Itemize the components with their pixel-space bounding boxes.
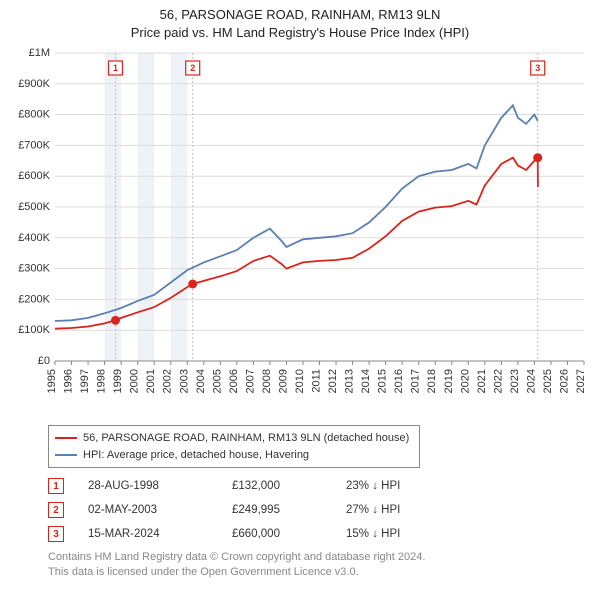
svg-text:1998: 1998 [96,369,108,393]
svg-text:£300K: £300K [18,263,50,275]
event-date-3: 15-MAR-2024 [88,528,208,540]
chart-container: 56, PARSONAGE ROAD, RAINHAM, RM13 9LN Pr… [0,0,600,590]
svg-text:2009: 2009 [277,369,289,393]
event-price-1: £132,000 [232,480,322,492]
svg-text:2023: 2023 [509,369,521,393]
legend-swatch-hpi [55,454,77,456]
svg-text:2027: 2027 [575,369,587,393]
event-marker-3: 3 [48,526,64,542]
svg-text:2024: 2024 [525,369,537,393]
svg-text:2: 2 [190,63,195,73]
svg-text:£100K: £100K [18,324,50,336]
svg-text:1997: 1997 [79,369,91,393]
svg-text:£400K: £400K [18,232,50,244]
legend: 56, PARSONAGE ROAD, RAINHAM, RM13 9LN (d… [48,425,420,468]
svg-text:2017: 2017 [410,369,422,393]
svg-text:2018: 2018 [426,369,438,393]
legend-row-hpi: HPI: Average price, detached house, Have… [55,447,409,464]
event-price-3: £660,000 [232,528,322,540]
svg-text:2019: 2019 [443,369,455,393]
svg-text:2021: 2021 [476,369,488,393]
legend-swatch-property [55,437,77,439]
svg-text:£800K: £800K [18,109,50,121]
svg-text:2012: 2012 [327,369,339,393]
svg-text:2011: 2011 [311,369,323,393]
event-row-1: 1 28-AUG-1998 £132,000 23% ↓ HPI [48,478,590,494]
event-price-2: £249,995 [232,504,322,516]
footer: Contains HM Land Registry data © Crown c… [48,550,590,580]
legend-label-property: 56, PARSONAGE ROAD, RAINHAM, RM13 9LN (d… [83,430,409,447]
svg-text:2001: 2001 [145,369,157,393]
svg-text:2016: 2016 [393,369,405,393]
svg-text:2006: 2006 [228,369,240,393]
footer-line1: Contains HM Land Registry data © Crown c… [48,550,590,565]
events-table: 1 28-AUG-1998 £132,000 23% ↓ HPI 2 02-MA… [48,478,590,542]
svg-text:2015: 2015 [377,369,389,393]
svg-text:2025: 2025 [542,369,554,393]
svg-text:£200K: £200K [18,293,50,305]
legend-row-property: 56, PARSONAGE ROAD, RAINHAM, RM13 9LN (d… [55,430,409,447]
event-date-1: 28-AUG-1998 [88,480,208,492]
event-marker-1: 1 [48,478,64,494]
svg-text:2003: 2003 [178,369,190,393]
svg-text:1: 1 [113,63,118,73]
event-diff-1: 23% ↓ HPI [346,480,456,492]
svg-text:1995: 1995 [46,369,58,393]
event-diff-3: 15% ↓ HPI [346,528,456,540]
legend-label-hpi: HPI: Average price, detached house, Have… [83,447,309,464]
chart-svg: £0 £100K £200K £300K £400K £500K £600K £700K £80… [10,47,590,417]
event-row-3: 3 15-MAR-2024 £660,000 15% ↓ HPI [48,526,590,542]
title-line1: 56, PARSONAGE ROAD, RAINHAM, RM13 9LN [10,6,590,24]
svg-text:2014: 2014 [360,369,372,393]
svg-text:2004: 2004 [195,369,207,393]
footer-line2: This data is licensed under the Open Gov… [48,565,590,580]
title-line2: Price paid vs. HM Land Registry's House … [10,24,590,42]
event-marker-2: 2 [48,502,64,518]
title-block: 56, PARSONAGE ROAD, RAINHAM, RM13 9LN Pr… [10,6,590,41]
svg-text:2002: 2002 [162,369,174,393]
svg-text:2026: 2026 [558,369,570,393]
svg-text:2007: 2007 [244,369,256,393]
svg-text:3: 3 [535,63,540,73]
svg-text:£600K: £600K [18,170,50,182]
svg-text:£700K: £700K [18,139,50,151]
svg-text:2000: 2000 [129,369,141,393]
svg-text:2022: 2022 [492,369,504,393]
event-row-2: 2 02-MAY-2003 £249,995 27% ↓ HPI [48,502,590,518]
svg-text:£1M: £1M [29,47,50,59]
svg-text:2010: 2010 [294,369,306,393]
event-date-2: 02-MAY-2003 [88,504,208,516]
svg-text:1996: 1996 [63,369,75,393]
svg-text:£500K: £500K [18,201,50,213]
svg-text:2013: 2013 [344,369,356,393]
event-diff-2: 27% ↓ HPI [346,504,456,516]
svg-text:2020: 2020 [459,369,471,393]
chart: £0 £100K £200K £300K £400K £500K £600K £700K £80… [10,47,590,417]
svg-text:2008: 2008 [261,369,273,393]
svg-text:2005: 2005 [211,369,223,393]
svg-text:£0: £0 [38,355,50,367]
svg-text:1999: 1999 [112,369,124,393]
svg-text:£900K: £900K [18,78,50,90]
